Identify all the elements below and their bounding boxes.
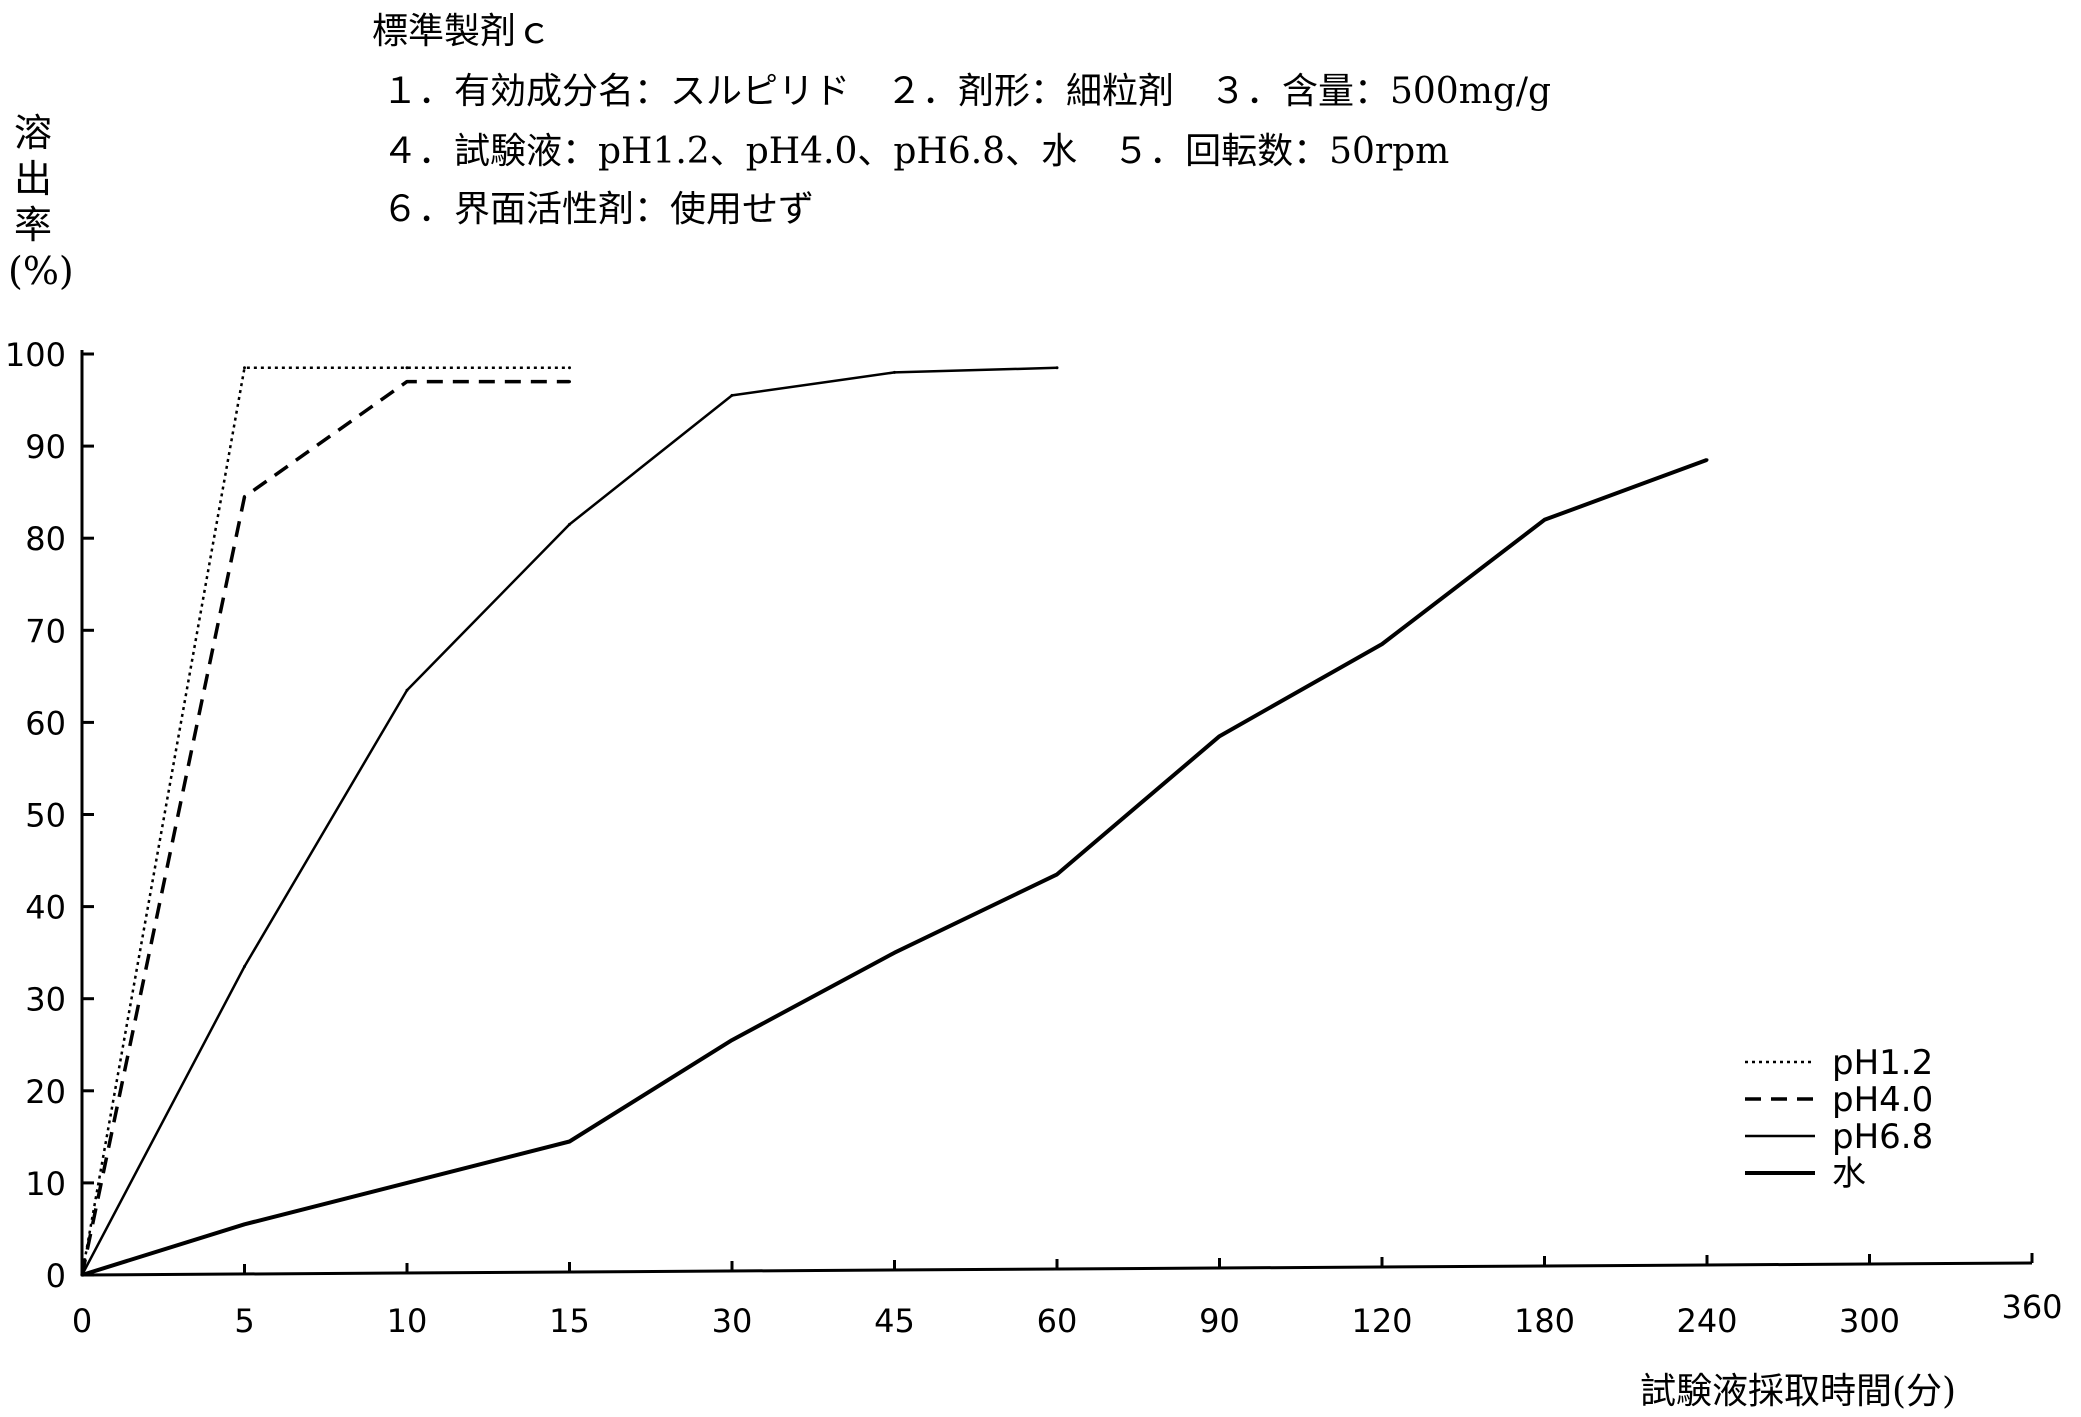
data-point bbox=[568, 380, 571, 384]
x-tick-label: 0 bbox=[72, 1302, 92, 1340]
x-tick-label: 15 bbox=[549, 1302, 590, 1340]
data-point bbox=[80, 1273, 84, 1277]
x-tick-label: 180 bbox=[1514, 1302, 1575, 1340]
x-tick-label: 5 bbox=[234, 1302, 254, 1340]
data-point bbox=[568, 522, 571, 526]
legend-label: pH6.8 bbox=[1832, 1117, 1933, 1157]
data-point bbox=[243, 965, 246, 968]
series-line-1 bbox=[80, 379, 570, 1276]
data-point bbox=[1055, 872, 1059, 876]
y-tick-label: 40 bbox=[25, 889, 66, 927]
data-point bbox=[405, 366, 409, 370]
y-tick-label: 100 bbox=[5, 336, 66, 374]
data-point bbox=[405, 1181, 409, 1185]
x-tick-label: 60 bbox=[1037, 1302, 1078, 1340]
legend-label: pH1.2 bbox=[1832, 1043, 1933, 1083]
series-line-3 bbox=[81, 458, 1708, 1277]
legend-label: pH4.0 bbox=[1832, 1080, 1933, 1120]
data-point bbox=[243, 495, 246, 499]
data-point bbox=[1543, 518, 1546, 522]
data-point bbox=[893, 370, 896, 374]
series-line-0 bbox=[80, 366, 570, 1276]
y-tick-label: 10 bbox=[25, 1165, 66, 1203]
y-tick-label: 80 bbox=[25, 520, 66, 558]
y-tick-label: 30 bbox=[25, 981, 66, 1019]
x-tick-label: 240 bbox=[1676, 1302, 1737, 1340]
x-tick-label: 300 bbox=[1839, 1302, 1900, 1340]
y-tick-label: 70 bbox=[25, 612, 66, 650]
y-tick-label: 0 bbox=[46, 1257, 66, 1295]
data-point bbox=[730, 393, 734, 397]
chart-header-line-1: １．有効成分名：スルピリド ２．剤形：細粒剤 ３．含量：500mg/g bbox=[382, 71, 1552, 112]
data-point bbox=[1380, 642, 1384, 646]
x-axis-label: 試験液採取時間(分) bbox=[1640, 1371, 1957, 1412]
y-tick-label: 50 bbox=[25, 797, 66, 835]
series-line-2 bbox=[80, 366, 1058, 1276]
x-tick-label: 90 bbox=[1199, 1302, 1240, 1340]
y-tick-label: 60 bbox=[25, 704, 66, 742]
data-point bbox=[243, 366, 246, 370]
data-point bbox=[243, 1222, 246, 1226]
data-point bbox=[568, 366, 571, 370]
data-point bbox=[1705, 458, 1709, 462]
x-tick-label: 360 bbox=[2001, 1288, 2062, 1326]
x-tick-label: 30 bbox=[712, 1302, 753, 1340]
x-tick-label: 45 bbox=[874, 1302, 915, 1340]
data-point bbox=[405, 380, 409, 384]
x-tick-label: 120 bbox=[1351, 1302, 1412, 1340]
legend-label: 水 bbox=[1832, 1154, 1866, 1194]
chart-header-title: 標準製剤ｃ bbox=[372, 11, 553, 52]
data-point bbox=[568, 1140, 571, 1143]
data-point bbox=[730, 1038, 734, 1042]
data-point bbox=[1055, 366, 1059, 370]
chart-header-line-3: ６．界面活性剤：使用せず bbox=[382, 189, 815, 230]
data-point bbox=[405, 688, 409, 692]
x-tick-label: 10 bbox=[387, 1302, 428, 1340]
chart-header-line-2: ４．試験液：pH1.2、pH4.0、pH6.8、水 ５．回転数：50rpm bbox=[382, 131, 1450, 172]
y-tick-label: 90 bbox=[25, 428, 66, 466]
y-tick-label: 20 bbox=[25, 1073, 66, 1111]
data-point bbox=[893, 951, 896, 955]
data-point bbox=[1218, 734, 1221, 738]
